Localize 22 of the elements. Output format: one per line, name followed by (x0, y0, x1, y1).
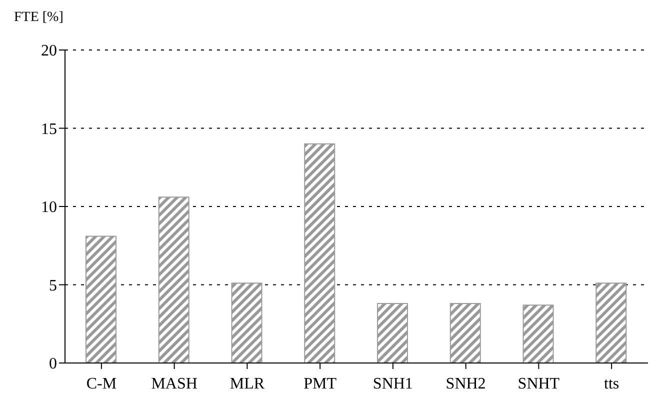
y-axis-title: FTE [%] (14, 10, 64, 26)
bar (522, 304, 554, 363)
x-tick-label: SNHT (518, 375, 560, 392)
bar (596, 282, 627, 363)
bar (377, 303, 408, 363)
y-tick-label: 15 (41, 120, 57, 138)
y-tick-label: 10 (41, 199, 57, 216)
y-tick-label: 0 (49, 356, 57, 373)
x-tick-label: C-M (86, 375, 117, 392)
x-tick-label: PMT (304, 375, 337, 392)
x-tick-label: tts (604, 375, 620, 392)
y-tick-label: 5 (49, 277, 57, 294)
bar (231, 282, 262, 363)
x-tick-label: SNH1 (372, 375, 413, 392)
bar (304, 143, 336, 363)
x-tick-label: MLR (230, 375, 265, 392)
bar (450, 303, 481, 363)
x-tick-label: SNH2 (446, 375, 486, 392)
x-tick-label: MASH (151, 375, 198, 392)
bar (158, 196, 190, 363)
y-tick-label: 20 (41, 42, 57, 60)
bar (86, 236, 116, 363)
